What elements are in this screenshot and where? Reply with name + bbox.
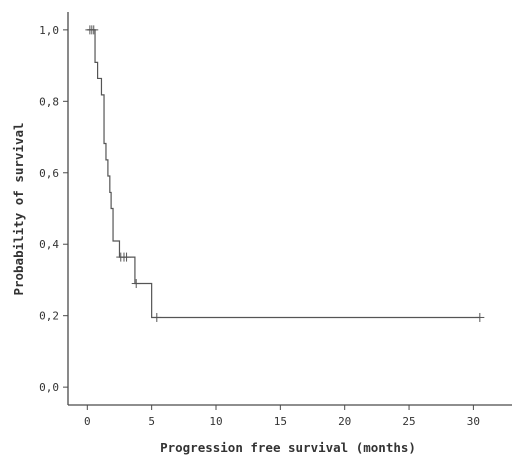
y-tick-label: 1,0 — [39, 24, 59, 37]
y-tick-label: 0,0 — [39, 381, 59, 394]
x-axis-ticks: 0 5 10 15 20 25 30 — [84, 405, 480, 428]
y-axis-ticks: 0,0 0,2 0,4 0,6 0,8 1,0 — [39, 24, 68, 394]
y-tick-label: 0,2 — [39, 310, 59, 323]
x-tick-label: 30 — [467, 415, 480, 428]
censor-mark — [475, 312, 485, 322]
survival-curve-group — [87, 29, 480, 319]
censor-mark — [152, 312, 162, 322]
y-axis-title: Probability of survival — [11, 122, 26, 295]
y-tick-label: 0,8 — [39, 95, 59, 108]
x-tick-label: 0 — [84, 415, 91, 428]
survival-step-line — [87, 29, 480, 319]
x-axis-title: Progression free survival (months) — [160, 440, 416, 455]
censor-mark — [89, 25, 99, 35]
censor-mark — [131, 279, 141, 289]
censored-markers — [85, 25, 485, 322]
x-tick-label: 20 — [338, 415, 351, 428]
x-tick-label: 10 — [209, 415, 222, 428]
y-tick-label: 0,6 — [39, 167, 59, 180]
x-tick-label: 15 — [274, 415, 287, 428]
x-tick-label: 25 — [402, 415, 415, 428]
x-tick-label: 5 — [148, 415, 155, 428]
axes — [67, 12, 512, 406]
y-tick-label: 0,4 — [39, 238, 59, 251]
censor-mark — [122, 252, 132, 262]
